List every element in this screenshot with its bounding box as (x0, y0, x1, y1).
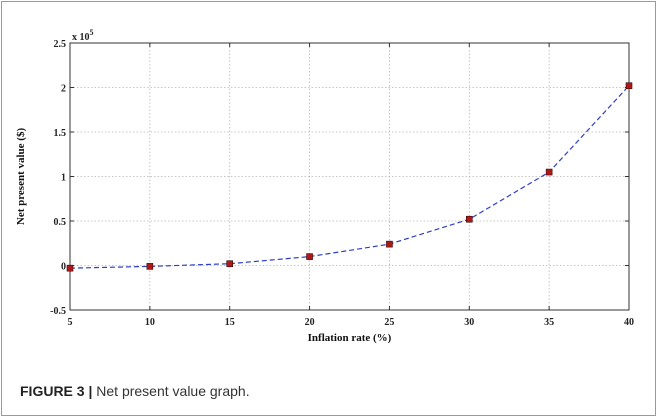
data-point (386, 240, 393, 248)
data-point (306, 253, 313, 260)
plot-area (69, 42, 630, 311)
data-point (545, 168, 553, 176)
x-tick-label: 30 (464, 317, 474, 328)
grid (70, 43, 629, 310)
data-point (625, 82, 633, 90)
x-axis: 5 10 15 20 25 30 35 40 (68, 43, 634, 328)
figure-caption: FIGURE 3 | Net present value graph. (20, 383, 250, 399)
y-tick-label: -0.5 (50, 306, 66, 317)
x-tick-label: 15 (225, 317, 235, 328)
x-axis-label: Inflation rate (%) (308, 332, 392, 344)
y-axis-label: Net present value ($) (15, 128, 27, 226)
x-tick-label: 10 (145, 317, 155, 328)
y-tick-label: 0.5 (54, 217, 67, 228)
y-tick-label: 1 (61, 173, 66, 184)
chart: 5 10 15 20 25 30 35 40 -0.5 0 0.5 1 1.5 2 2.5 x 105 I… (15, 28, 634, 344)
caption-label: FIGURE 3 | (20, 383, 93, 399)
data-point (146, 263, 154, 270)
x-tick-label: 5 (68, 317, 73, 328)
y-axis-multiplier: x 105 (72, 28, 94, 43)
x-tick-label: 40 (624, 317, 634, 328)
series-path (69, 85, 630, 269)
data-point (66, 264, 74, 272)
y-tick-label: 0 (61, 262, 66, 273)
x-tick-label: 25 (384, 317, 394, 328)
y-tick-label: 2.5 (54, 39, 67, 50)
y-axis: -0.5 0 0.5 1 1.5 2 2.5 (50, 39, 629, 317)
data-point (226, 260, 234, 268)
series-line (66, 82, 633, 272)
y-tick-label: 1.5 (54, 128, 67, 139)
x-tick-label: 35 (544, 317, 554, 328)
x-tick-label: 20 (305, 317, 315, 328)
data-point (465, 215, 473, 223)
y-tick-label: 2 (61, 84, 66, 95)
caption-text: Net present value graph. (92, 383, 250, 399)
